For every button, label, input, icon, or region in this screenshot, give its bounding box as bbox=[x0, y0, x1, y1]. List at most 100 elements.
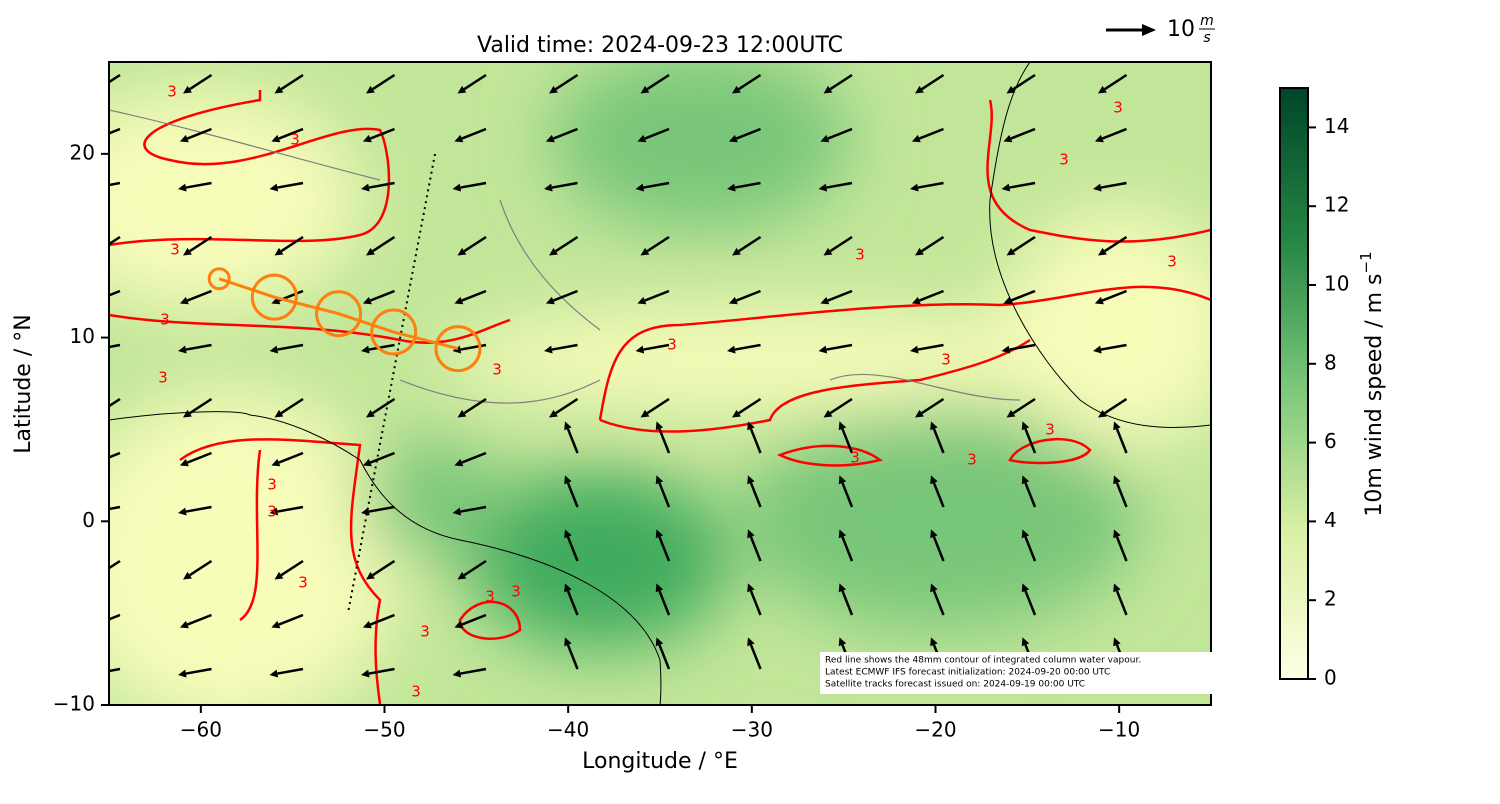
wind-arrow-head bbox=[178, 183, 187, 192]
wind-arrow-head bbox=[838, 583, 847, 593]
wind-arrow bbox=[186, 127, 212, 140]
wind-arrow bbox=[1009, 181, 1036, 189]
wind-arrow bbox=[1024, 536, 1037, 562]
wind-arrow-head bbox=[818, 183, 828, 192]
wind-arrow bbox=[749, 644, 762, 670]
wind-arrow bbox=[735, 289, 761, 302]
x-tick-label: −60 bbox=[180, 718, 222, 742]
wind-arrow-head bbox=[930, 583, 938, 593]
wind-arrow bbox=[460, 181, 487, 189]
wind-arrow-head bbox=[183, 409, 192, 418]
wind-arrow-head bbox=[549, 409, 558, 418]
wind-arrow bbox=[372, 235, 396, 253]
wind-arrow-head bbox=[728, 296, 738, 305]
wind-arrow-head bbox=[179, 134, 189, 143]
wind-arrow bbox=[658, 428, 671, 454]
wind-arrow-head bbox=[179, 296, 189, 305]
wind-arrow-head bbox=[454, 458, 464, 467]
wind-arrow-head bbox=[361, 183, 370, 192]
contour-label: 3 bbox=[941, 351, 951, 369]
wind-arrow bbox=[278, 613, 304, 626]
wind-arrow-head bbox=[635, 183, 645, 192]
wind-arrow bbox=[643, 343, 670, 351]
wind-arrow-head bbox=[655, 583, 664, 593]
wind-arrow bbox=[749, 482, 762, 508]
contour-label: 3 bbox=[1059, 151, 1069, 169]
wind-arrow bbox=[1024, 590, 1037, 616]
wind-arrow bbox=[109, 667, 121, 673]
wind-arrow-head bbox=[728, 134, 738, 143]
wind-arrow bbox=[841, 428, 854, 454]
wind-arrow bbox=[555, 73, 579, 91]
wind-arrow bbox=[646, 397, 670, 415]
wind-arrow-head bbox=[930, 475, 938, 485]
wind-arrow bbox=[566, 644, 579, 670]
wind-arrow-head bbox=[88, 621, 97, 628]
wind-arrow bbox=[646, 73, 670, 91]
wind-arrow bbox=[185, 667, 212, 675]
wind-arrow-head bbox=[362, 620, 372, 629]
wind-arrow bbox=[917, 181, 944, 189]
wind-arrow bbox=[566, 590, 579, 616]
wind-arrow-head bbox=[930, 637, 938, 647]
wind-arrow bbox=[734, 181, 761, 189]
x-tick-label: −10 bbox=[1098, 718, 1140, 742]
wind-arrow bbox=[185, 181, 212, 189]
wind-arrow bbox=[372, 559, 396, 577]
contour-label: 3 bbox=[511, 583, 521, 601]
wind-arrow-head bbox=[1113, 583, 1121, 593]
contour-label: 3 bbox=[290, 131, 300, 149]
contour-label: 3 bbox=[485, 588, 495, 606]
wind-arrow bbox=[644, 289, 670, 302]
wind-arrow bbox=[827, 127, 853, 140]
wind-arrow-head bbox=[823, 247, 833, 256]
track-point bbox=[207, 267, 231, 291]
wind-key: 10 m s bbox=[1106, 13, 1215, 46]
key-value: 10 bbox=[1167, 17, 1195, 42]
contour-label: 3 bbox=[850, 449, 860, 467]
wind-arrow bbox=[658, 590, 671, 616]
wind-arrow-head bbox=[544, 345, 553, 354]
wind-arrow-head bbox=[454, 134, 464, 143]
wind-arrow-head bbox=[269, 507, 279, 516]
wind-arrow bbox=[921, 235, 945, 253]
y-tick-label: 20 bbox=[70, 140, 95, 164]
wind-arrow bbox=[749, 590, 762, 616]
wind-arrow-head bbox=[366, 409, 375, 418]
wind-arrow-head bbox=[564, 529, 572, 539]
wind-arrow bbox=[280, 559, 304, 577]
wind-arrow bbox=[1009, 343, 1036, 351]
colorbar-tick-label: 10 bbox=[1324, 272, 1349, 296]
contour-label: 3 bbox=[967, 451, 977, 469]
wind-arrow-head bbox=[1006, 247, 1016, 256]
wind-arrow-head bbox=[92, 86, 101, 94]
wind-arrow bbox=[1104, 397, 1128, 415]
contour-label: 3 bbox=[667, 336, 677, 354]
wind-arrow-head bbox=[274, 247, 284, 256]
wind-arrow bbox=[932, 590, 945, 616]
wind-arrow-head bbox=[183, 247, 192, 256]
wind-arrow-head bbox=[640, 85, 650, 94]
wind-arrow-head bbox=[271, 134, 281, 143]
wind-arrow-head bbox=[1021, 475, 1030, 485]
wind-arrow-head bbox=[549, 247, 558, 256]
wind-arrow-head bbox=[544, 183, 553, 192]
wind-arrow bbox=[551, 343, 578, 351]
wind-arrow bbox=[463, 73, 487, 91]
wind-arrow-head bbox=[1001, 345, 1011, 354]
colorbar-tick-label: 14 bbox=[1324, 114, 1349, 138]
colorbar-label: 10m wind speed / m s−1 bbox=[1357, 251, 1388, 516]
wind-arrow bbox=[368, 181, 395, 189]
wind-arrow bbox=[1012, 397, 1036, 415]
wind-arrow-head bbox=[655, 421, 664, 431]
wind-arrow-head bbox=[361, 669, 370, 678]
wind-arrow-head bbox=[564, 637, 572, 647]
wind-arrow-head bbox=[635, 345, 645, 354]
wind-arrow-head bbox=[1094, 134, 1104, 143]
wind-arrow bbox=[1115, 536, 1128, 562]
track-point bbox=[315, 290, 363, 338]
wind-arrow-head bbox=[910, 345, 919, 354]
wind-arrow bbox=[1101, 127, 1127, 140]
wind-arrow bbox=[658, 482, 671, 508]
